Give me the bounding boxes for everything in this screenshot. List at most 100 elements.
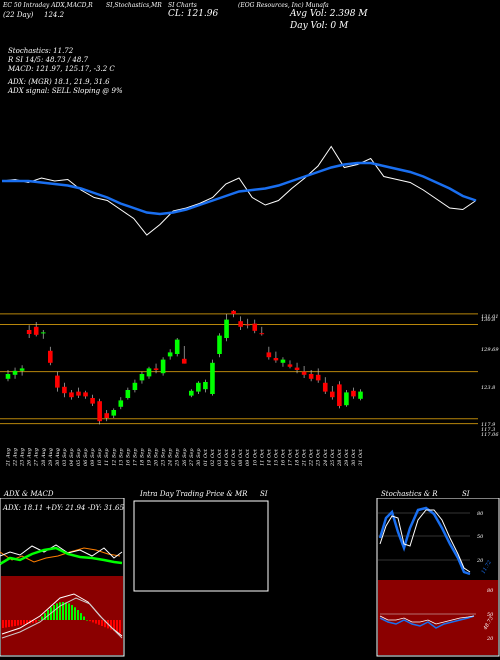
stoch-tick: 20 [476,558,484,564]
x-tick-label: 04 Sep [69,448,75,466]
x-tick-label: 28 Aug [41,448,47,467]
x-tick-label: 01 Oct [203,448,209,466]
candle-body [224,319,229,338]
macd-bar [110,620,112,630]
candle-body [104,413,109,418]
candle-body [337,384,342,406]
x-tick-label: 12 Sep [111,448,117,466]
price-overlay-chart [1,145,477,236]
header-title-1: EC 50 Intraday ADX,MACD,R [3,2,93,9]
adx-panel-title: ADX & MACD [4,490,54,498]
candle-body [160,359,166,374]
candle-body [330,391,335,398]
header-title-2: SI,Stochastics,MR [106,2,162,9]
macd-bar [86,620,88,621]
level-label: 129.69 [481,347,499,353]
candle-body [308,374,314,379]
indicator-panels: ADX: 18.11 +DY: 21.94 -DY: 31.6580502011… [0,498,500,657]
stoch-tick: 80 [477,511,484,517]
macd-bar [41,616,43,620]
candle-body [280,359,286,363]
candle-body [217,335,222,354]
signal-line [1,597,123,639]
candle-body [210,362,215,394]
adx-subtitle: ADX: 18.11 +DY: 21.94 -DY: 31.65 [2,504,124,512]
stoch-d-line [379,509,471,573]
x-tick-label: 21 Aug [6,448,12,467]
header-title-3: SI Charts [168,2,197,9]
macd-bar [68,603,70,620]
x-tick-label: 24 Sep [168,448,174,467]
macd-bar [44,613,46,620]
x-tick-label: 23 Sep [161,448,167,467]
candle-body [294,367,300,370]
candle-body [118,400,124,407]
macd-bar [80,613,82,620]
macd-bar [35,620,37,623]
stoch-tick: 50 [477,534,484,540]
candle-body [90,398,95,404]
macd-bar [104,620,106,628]
macd-bar [32,620,34,623]
x-tick-label: 05 Sep [76,448,82,466]
level-label: 117.06 [481,432,499,438]
candle-body [5,374,11,379]
macd-bar [71,605,73,620]
rsi-tick: 50 [487,612,494,618]
x-tick-label: 21 Oct [302,448,308,467]
x-tick-label: 27 Sep [189,448,195,467]
candle-body [19,368,25,371]
candle-body [287,364,293,367]
rsi-line [379,615,475,629]
macd-bar [53,605,55,620]
macd-bar [59,602,61,620]
x-tick-label: 15 Oct [273,448,279,466]
x-tick-label: 16 Oct [280,448,286,466]
macd-bar [2,620,4,628]
x-tick-label: 18 Sep [139,448,145,466]
header-value: 124.2 [44,11,65,19]
adx-signal: ADX signal: SELL Sloping @ 9% [8,87,123,95]
candle-body [146,368,152,377]
macd-bar [26,620,28,624]
ma-line [2,161,477,216]
macd-bar [38,620,40,621]
candle-body [189,390,194,396]
candle-body [196,382,201,392]
stoch-panel-title: Stochastics & R [381,490,438,498]
macd-bar [101,620,103,626]
stochastics-value: Stochastics: 11.72 [8,47,74,55]
macd-bar [113,620,115,631]
candle-body [55,375,60,388]
macd-bar [14,620,16,626]
macd-bar [8,620,10,627]
x-tick-label: 11 Oct [259,448,265,466]
macd-bar [83,616,85,620]
x-tick-label: 14 Oct [266,448,272,466]
x-tick-label: 28 Oct [337,448,343,467]
x-tick-label: 17 Sep [132,448,138,466]
candle-body [238,321,243,327]
level-label: 117.3 [481,427,495,433]
mrsi-panel-title: Intra Day Trading Price & MR [140,490,248,498]
adx-value: ADX: (MGR) 18.1, 21.9, 31.6 [8,78,110,86]
rsi-tick: 20 [486,636,494,642]
x-tick-label: 22 Oct [309,448,315,467]
minus-di-line [0,547,121,563]
x-tick-label: 29 Oct [344,448,350,467]
macd-bar [116,620,118,632]
candle-body [12,370,18,375]
candle-body [174,339,180,354]
x-tick-label: 03 Sep [62,448,68,466]
price-line [1,145,477,236]
mrsi-panel-frame [133,500,269,592]
candle-body [40,332,46,334]
x-tick-label: 06 Sep [83,448,89,466]
macd-bar [11,620,13,627]
x-tick-label: 24 Oct [323,448,329,467]
candle-body [125,390,131,398]
x-tick-label: 30 Aug [55,448,61,466]
rsi-tick: 80 [487,588,494,594]
day-volume: Day Vol: 0 M [290,21,349,31]
